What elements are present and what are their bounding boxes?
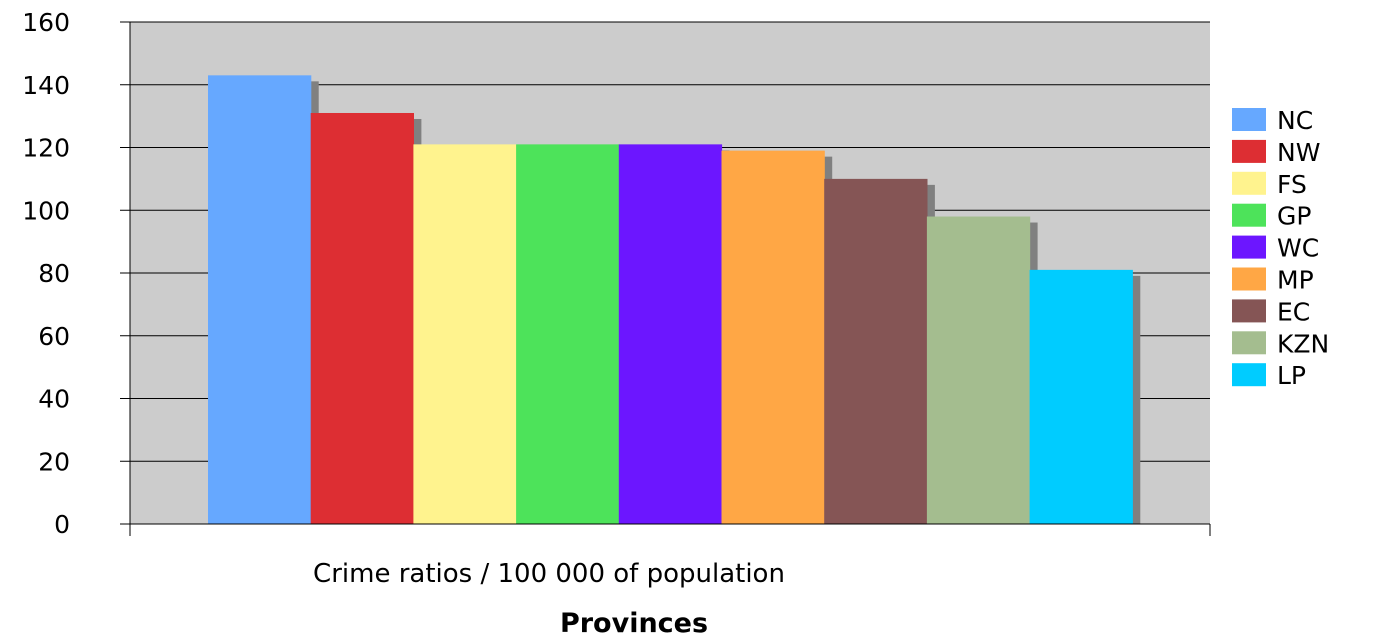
bar-kzn — [926, 216, 1031, 524]
y-tick-label: 60 — [38, 322, 70, 351]
legend-swatch-wc — [1232, 235, 1266, 259]
bars — [208, 75, 1133, 525]
y-tick-label: 40 — [38, 385, 70, 414]
legend-swatch-nw — [1232, 139, 1266, 163]
legend-label-nw: NW — [1277, 138, 1320, 167]
legend-swatch-ec — [1232, 299, 1266, 323]
y-tick-label: 140 — [22, 71, 70, 100]
bar-nc — [208, 75, 312, 525]
y-tick-label: 120 — [22, 134, 70, 163]
y-tick-label: 20 — [38, 447, 70, 476]
legend-label-nc: NC — [1277, 106, 1313, 135]
legend-label-fs: FS — [1277, 170, 1307, 199]
legend-label-wc: WC — [1277, 234, 1319, 263]
category-label: Crime ratios / 100 000 of population — [313, 559, 785, 589]
legend-swatch-kzn — [1232, 331, 1266, 355]
legend-label-lp: LP — [1277, 361, 1306, 390]
y-tick-label: 160 — [22, 8, 70, 37]
legend-swatch-nc — [1232, 108, 1266, 131]
bar-gp — [516, 144, 620, 525]
bar-ec — [824, 178, 928, 524]
y-tick-label: 0 — [54, 510, 70, 539]
bar-wc — [618, 144, 723, 525]
bar-nw — [310, 112, 414, 525]
axes — [120, 21, 1211, 536]
legend-label-mp: MP — [1277, 266, 1314, 295]
bar-fs — [413, 144, 517, 525]
y-tick-labels: 0 20 40 60 80 100 120 140 160 — [22, 8, 70, 539]
legend-label-ec: EC — [1277, 297, 1310, 326]
y-tick-label: 100 — [22, 196, 70, 225]
y-tick-label: 80 — [38, 259, 70, 288]
legend-swatch-lp — [1232, 363, 1266, 387]
legend-swatch-fs — [1232, 171, 1266, 195]
legend-swatch-mp — [1232, 267, 1266, 291]
legend-label-kzn: KZN — [1277, 329, 1329, 358]
bar-mp — [721, 150, 825, 524]
legend-swatch-gp — [1232, 203, 1266, 227]
x-axis-title: Provinces — [560, 608, 708, 636]
bar-lp — [1029, 269, 1133, 524]
legend-label-gp: GP — [1277, 202, 1311, 231]
